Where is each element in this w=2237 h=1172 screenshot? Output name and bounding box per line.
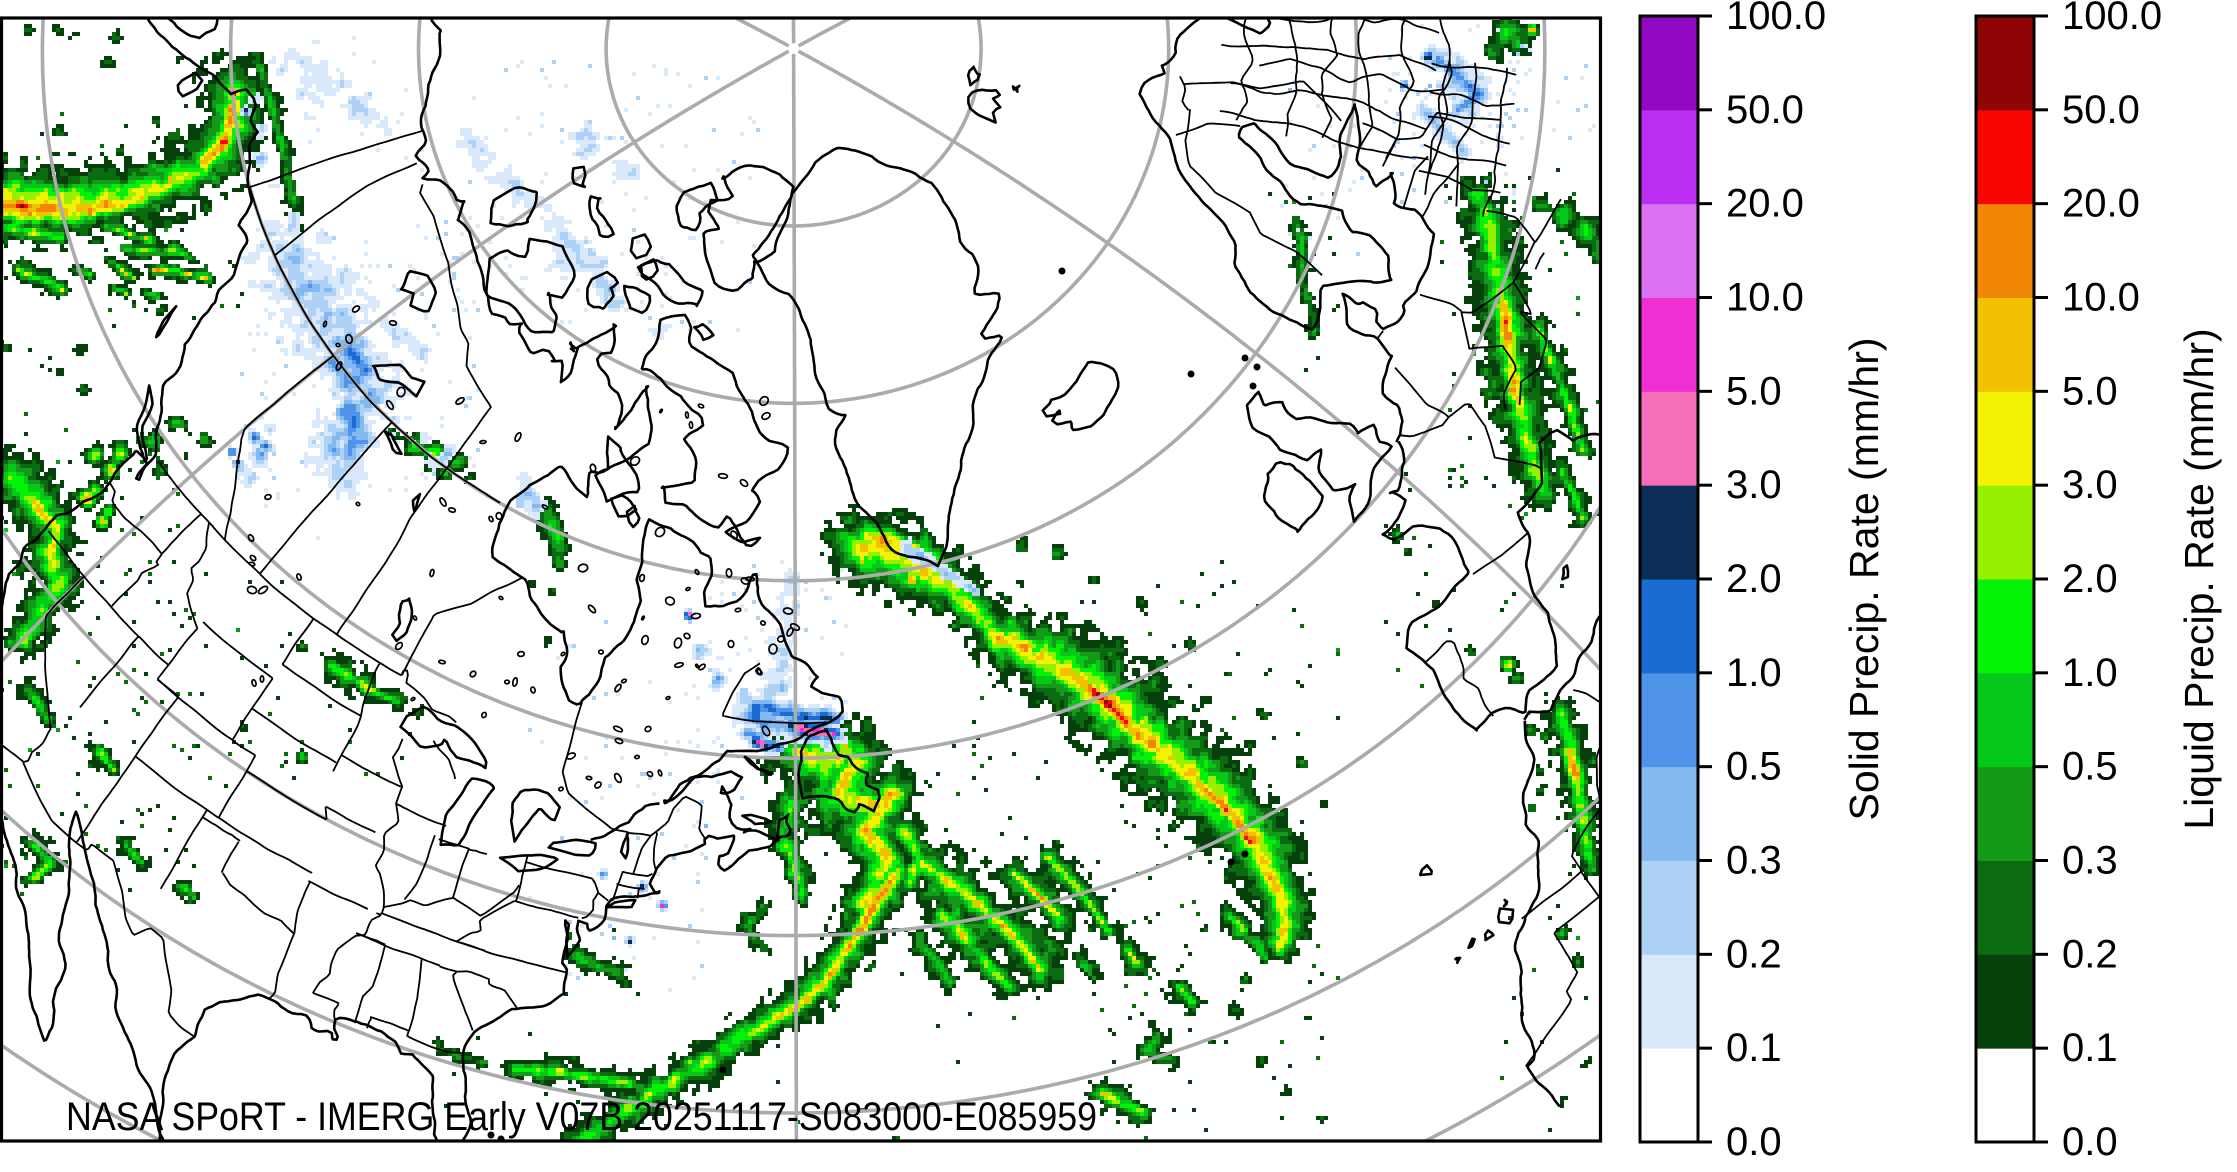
svg-text:0.3: 0.3 xyxy=(1726,839,1782,883)
svg-text:0.1: 0.1 xyxy=(1726,1026,1782,1070)
svg-text:1.0: 1.0 xyxy=(1726,651,1782,695)
svg-text:0.0: 0.0 xyxy=(2062,1120,2118,1164)
svg-text:20.0: 20.0 xyxy=(1726,182,1804,226)
svg-text:0.5: 0.5 xyxy=(1726,745,1782,789)
svg-text:0.1: 0.1 xyxy=(2062,1026,2118,1070)
svg-text:0.2: 0.2 xyxy=(2062,932,2118,976)
svg-text:0.0: 0.0 xyxy=(1726,1120,1782,1164)
svg-text:2.0: 2.0 xyxy=(2062,557,2118,601)
svg-text:100.0: 100.0 xyxy=(1726,0,1826,38)
svg-text:100.0: 100.0 xyxy=(2062,0,2162,38)
svg-text:Solid Precip. Rate (mm/hr): Solid Precip. Rate (mm/hr) xyxy=(1841,337,1887,820)
svg-text:20.0: 20.0 xyxy=(2062,182,2140,226)
svg-text:5.0: 5.0 xyxy=(1726,369,1782,413)
svg-text:5.0: 5.0 xyxy=(2062,369,2118,413)
svg-text:50.0: 50.0 xyxy=(1726,88,1804,132)
svg-text:3.0: 3.0 xyxy=(1726,463,1782,507)
svg-text:0.3: 0.3 xyxy=(2062,839,2118,883)
svg-text:50.0: 50.0 xyxy=(2062,88,2140,132)
svg-text:2.0: 2.0 xyxy=(1726,557,1782,601)
svg-text:1.0: 1.0 xyxy=(2062,651,2118,695)
svg-text:0.2: 0.2 xyxy=(1726,932,1782,976)
svg-text:Liquid Precip. Rate (mm/hr): Liquid Precip. Rate (mm/hr) xyxy=(2176,328,2222,829)
svg-text:0.5: 0.5 xyxy=(2062,745,2118,789)
svg-text:3.0: 3.0 xyxy=(2062,463,2118,507)
svg-text:10.0: 10.0 xyxy=(1726,276,1804,320)
svg-text:NASA SPoRT - IMERG Early V07B: NASA SPoRT - IMERG Early V07B 20251117-S… xyxy=(66,1095,1097,1139)
svg-text:10.0: 10.0 xyxy=(2062,276,2140,320)
